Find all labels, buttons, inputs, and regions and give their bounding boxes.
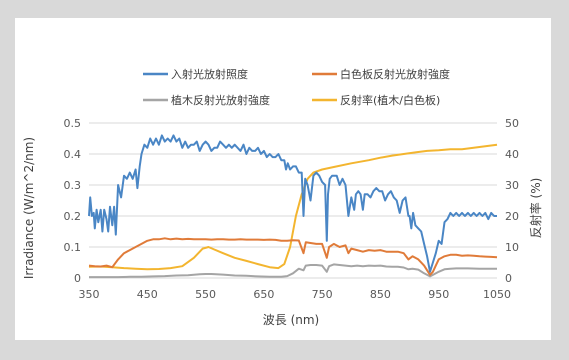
- y-left-tick-2: 0.2: [64, 210, 82, 223]
- x-tick-6: 950: [428, 288, 449, 301]
- x-tick-3: 650: [253, 288, 274, 301]
- x-tick-0: 350: [79, 288, 100, 301]
- y-left-tick-4: 0.4: [64, 148, 82, 161]
- legend-label-white-board: 白色板反射光放射強度: [340, 67, 450, 81]
- y-right-tick-5: 50: [505, 117, 519, 130]
- x-tick-1: 450: [137, 288, 158, 301]
- y-left-tick-0: 0: [74, 272, 81, 285]
- x-tick-5: 850: [370, 288, 391, 301]
- y-right-tick-labels: 0 10 20 30 40 50: [505, 117, 519, 285]
- series-line-irradiance: [88, 134, 497, 273]
- legend-label-reflectance: 反射率(植木/白色板): [340, 93, 440, 107]
- x-tick-4: 750: [312, 288, 333, 301]
- y-right-tick-2: 20: [505, 210, 519, 223]
- legend-item-plant: 植木反射光放射強度: [143, 93, 270, 107]
- series-lines: [88, 134, 498, 279]
- y-left-tick-1: 0.1: [64, 241, 82, 254]
- y-right-tick-1: 10: [505, 241, 519, 254]
- chart-svg: 入射光放射照度 白色板反射光放射強度 植木反射光放射強度 反射率(植木/白色板)…: [22, 67, 543, 327]
- legend-item-white-board: 白色板反射光放射強度: [312, 67, 450, 81]
- legend-item-reflectance: 反射率(植木/白色板): [312, 93, 440, 107]
- y-right-tick-3: 30: [505, 179, 519, 192]
- legend-label-plant: 植木反射光放射強度: [171, 93, 270, 107]
- x-axis-label: 波長 (nm): [263, 313, 319, 327]
- y-left-tick-3: 0.3: [64, 179, 82, 192]
- y-axis-left-label: Irradiance (W/m^2/nm): [22, 137, 36, 279]
- x-tick-labels: 350 450 550 650 750 850 950 1050: [79, 288, 512, 301]
- series-line-white-board: [88, 237, 498, 276]
- y-left-tick-5: 0.5: [64, 117, 82, 130]
- legend-item-irradiance: 入射光放射照度: [143, 67, 248, 81]
- y-right-tick-0: 0: [505, 272, 512, 285]
- x-tick-2: 550: [195, 288, 216, 301]
- y-left-tick-labels: 0 0.1 0.2 0.3 0.4 0.5: [64, 117, 82, 285]
- y-right-tick-4: 40: [505, 148, 519, 161]
- chart-legend: 入射光放射照度 白色板反射光放射強度 植木反射光放射強度 反射率(植木/白色板): [143, 67, 450, 107]
- chart-frame: 入射光放射照度 白色板反射光放射強度 植木反射光放射強度 反射率(植木/白色板)…: [15, 18, 551, 340]
- series-line-reflectance: [88, 143, 498, 271]
- series-line-plant: [89, 263, 497, 279]
- legend-label-irradiance: 入射光放射照度: [171, 67, 248, 81]
- grid-lines: [89, 122, 497, 279]
- y-axis-right-label: 反射率 (%): [528, 178, 543, 239]
- x-tick-7: 1050: [483, 288, 511, 301]
